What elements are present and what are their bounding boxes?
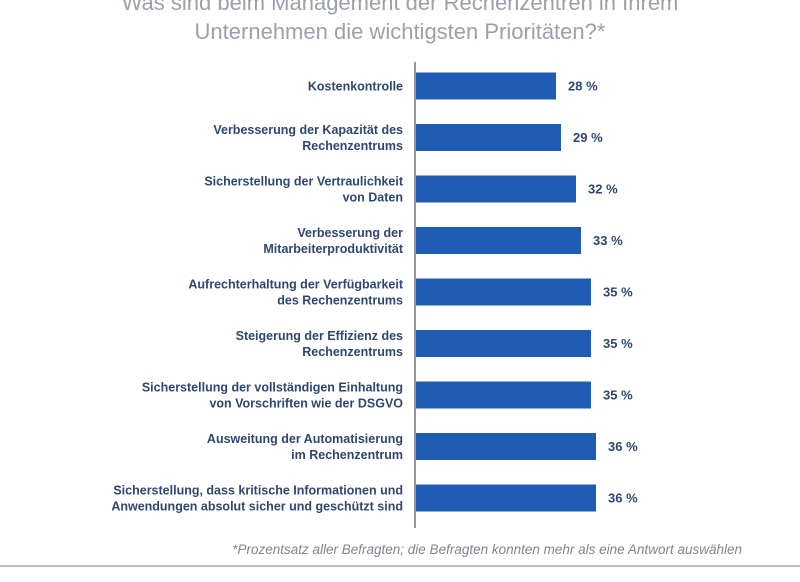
category-label-7-line-1: im Rechenzentrum xyxy=(291,448,403,462)
category-label-5-line-1: Rechenzentrums xyxy=(302,345,403,359)
bar-3 xyxy=(416,227,581,254)
category-label-1-line-1: Rechenzentrums xyxy=(302,139,403,153)
bar-value-label-6: 35 % xyxy=(603,388,633,403)
category-label-0-line-0: Kostenkontrolle xyxy=(308,80,403,94)
bar-value-label-2: 32 % xyxy=(588,182,618,197)
bar-value-label-4: 35 % xyxy=(603,285,633,300)
category-label-6-line-1: von Vorschriften wie der DSGVO xyxy=(209,397,403,411)
category-label-6: Sicherstellung der vollständigen Einhalt… xyxy=(142,381,403,411)
category-label-3-line-1: Mitarbeiterproduktivität xyxy=(263,242,403,256)
category-label-3-line-0: Verbesserung der xyxy=(297,226,403,240)
bar-0 xyxy=(416,72,556,100)
category-label-5: Steigerung der Effizienz des Rechenzentru… xyxy=(236,329,403,359)
bar-5 xyxy=(416,330,591,357)
category-label-4: Aufrechterhaltung der Verfügbarkeit des R… xyxy=(188,278,403,308)
category-label-2-line-1: von Daten xyxy=(343,191,403,205)
bar-4 xyxy=(416,278,591,306)
bar-8 xyxy=(416,484,596,512)
bar-1 xyxy=(416,124,561,151)
category-label-2-line-0: Sicherstellung der Vertraulichkeit xyxy=(204,175,404,189)
category-label-8-line-0: Sicherstellung, dass kritische Informati… xyxy=(113,484,403,498)
category-label-4-line-0: Aufrechterhaltung der Verfügbarkeit xyxy=(188,278,403,292)
bar-value-label-3: 33 % xyxy=(593,233,623,248)
bar-value-label-0: 28 % xyxy=(568,79,598,94)
chart-title-line-1: Was sind beim Management der Rechenzentr… xyxy=(121,0,679,15)
category-label-6-line-0: Sicherstellung der vollständigen Einhalt… xyxy=(142,381,403,395)
category-label-1: Verbesserung der Kapazität des Rechenzent… xyxy=(213,123,403,153)
bar-7 xyxy=(416,433,596,460)
category-label-5-line-0: Steigerung der Effizienz des xyxy=(236,329,403,343)
chart-title-line-2: Unternehmen die wichtigsten Prioritäten?… xyxy=(194,19,606,44)
category-label-2: Sicherstellung der Vertraulichkeit von Da… xyxy=(204,175,404,205)
category-label-4-line-1: des Rechenzentrums xyxy=(277,294,403,308)
bar-2 xyxy=(416,175,576,203)
bar-value-label-8: 36 % xyxy=(608,491,638,506)
footer-divider xyxy=(0,565,800,567)
bar-value-label-1: 29 % xyxy=(573,130,603,145)
bar-6 xyxy=(416,381,591,409)
chart-title: Was sind beim Management der Rechenzentr… xyxy=(0,0,800,46)
category-label-8: Sicherstellung, dass kritische Informati… xyxy=(111,484,403,514)
category-label-1-line-0: Verbesserung der Kapazität des xyxy=(213,123,403,137)
category-label-0: Kostenkontrolle xyxy=(308,80,403,94)
bar-value-label-5: 35 % xyxy=(603,336,633,351)
category-label-7: Ausweitung der Automatisierung im Rechenz… xyxy=(207,432,403,462)
bar-value-label-7: 36 % xyxy=(608,439,638,454)
category-label-7-line-0: Ausweitung der Automatisierung xyxy=(207,432,403,446)
category-label-3: Verbesserung der Mitarbeiterproduktivität xyxy=(263,226,403,256)
chart-footnote: *Prozentsatz aller Befragten; die Befrag… xyxy=(232,542,742,557)
category-label-8-line-1: Anwendungen absolut sicher und geschützt… xyxy=(111,500,403,514)
